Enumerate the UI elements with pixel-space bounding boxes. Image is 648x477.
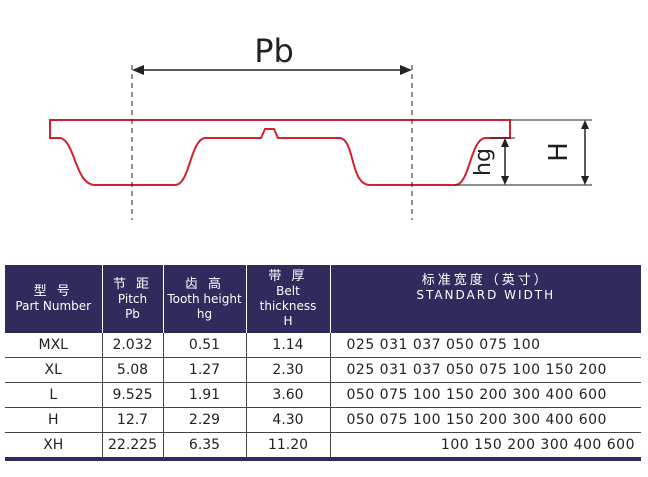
table-cell: 22.225 (102, 432, 164, 461)
table-cell: 025 031 037 050 075 100 150 200 (330, 357, 641, 383)
table-cell: 2.30 (246, 357, 331, 383)
table-cell: 0.51 (163, 333, 247, 358)
table-cell: 3.60 (246, 382, 331, 408)
table-cell: 025 031 037 050 075 100 (330, 333, 641, 358)
header-text: STANDARD WIDTH (416, 288, 556, 302)
table-cell: 12.7 (102, 407, 164, 433)
header-text: hg (196, 306, 213, 321)
table-cell: 2.032 (102, 333, 164, 358)
table-cell: H (5, 407, 103, 433)
spec-table: 型 号 Part Number 节 距 Pitch Pb 齿 高 Tooth heigh… (5, 265, 641, 461)
table-cell: L (5, 382, 103, 408)
table-cell: 2.29 (163, 407, 247, 433)
header-cell: 标准宽度（英寸） STANDARD WIDTH (330, 265, 641, 333)
header-text: 标准宽度（英寸） (421, 273, 550, 288)
pitch-label: Pb (254, 32, 294, 70)
header-text: Part Number (15, 299, 92, 313)
belt-diagram: Pb hg H (49, 32, 592, 220)
table-cell: 050 075 100 150 200 300 400 600 (330, 382, 641, 408)
header-text: 带 厚 (268, 269, 308, 284)
header-text: Pitch (117, 291, 148, 306)
table-cell: 1.91 (163, 382, 247, 408)
header-text: 节 距 (112, 276, 153, 292)
table-row: L 9.525 1.91 3.60 050 075 100 150 200 300 40… (5, 382, 641, 408)
table-cell: 050 075 100 150 200 300 400 600 (330, 407, 641, 433)
table-cell: 6.35 (163, 432, 247, 461)
table-cell: XL (5, 357, 103, 383)
hg-label: hg (471, 148, 496, 176)
table-row: XL 5.08 1.27 2.30 025 031 037 050 075 100 15… (5, 357, 641, 383)
header-text: Tooth height (167, 291, 242, 306)
header-text: Belt thickness (259, 284, 317, 313)
table-cell: 1.27 (163, 357, 247, 383)
table-cell: XH (5, 432, 103, 461)
header-text: H (283, 314, 293, 328)
header-text: 型 号 (33, 284, 73, 299)
table-cell: 11.20 (246, 432, 331, 461)
h-label: H (544, 142, 574, 162)
table-cell: 9.525 (102, 382, 164, 408)
header-cell: 齿 高 Tooth height hg (163, 265, 247, 333)
table-cell: 1.14 (246, 333, 331, 358)
header-text: 齿 高 (184, 276, 225, 292)
table-row: H 12.7 2.29 4.30 050 075 100 150 200 300 400… (5, 407, 641, 433)
belt-profile (49, 119, 511, 186)
header-row: 型 号 Part Number 节 距 Pitch Pb 齿 高 Tooth heigh… (5, 265, 641, 333)
table-cell: 100 150 200 300 400 600 (330, 432, 641, 461)
header-cell: 型 号 Part Number (5, 265, 103, 333)
table-cell: 4.30 (246, 407, 331, 433)
table-body: MXL 2.032 0.51 1.14 025 031 037 050 075 100 X… (5, 333, 641, 461)
table-row: XH 22.225 6.35 11.20 100 150 200 300 400 600 (5, 432, 641, 461)
table-row: MXL 2.032 0.51 1.14 025 031 037 050 075 100 (5, 333, 641, 358)
table-cell: 5.08 (102, 357, 164, 383)
table-cell: MXL (5, 333, 103, 358)
header-cell: 带 厚 Belt thickness H (246, 265, 331, 333)
header-text: Pb (125, 306, 140, 321)
header-cell: 节 距 Pitch Pb (102, 265, 164, 333)
